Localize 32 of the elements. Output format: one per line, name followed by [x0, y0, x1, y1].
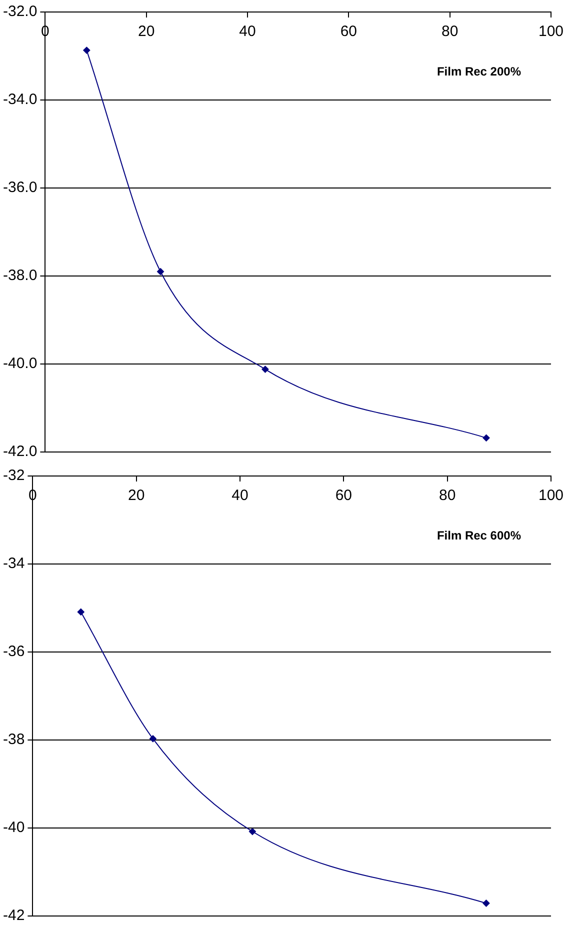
point [83, 46, 90, 54]
point [157, 268, 164, 276]
y-tick-label: -34 [2, 555, 25, 572]
point [482, 434, 490, 442]
y-tick-label: -38 [2, 731, 25, 748]
x-tick-label: 40 [239, 23, 256, 40]
y-tick-label: -42.0 [2, 443, 38, 460]
y-tick-label: -38.0 [2, 267, 38, 284]
x-tick-label: 20 [138, 23, 155, 40]
y-tick-label: -32.0 [2, 3, 38, 20]
y-tick-label: -40.0 [2, 355, 38, 372]
y-tick-label: -40 [2, 819, 25, 836]
x-tick-label: 20 [128, 487, 145, 504]
y-tick-label: -36 [2, 643, 25, 660]
y-tick-label: -42 [2, 907, 25, 924]
y-tick-label: -36.0 [2, 179, 38, 196]
x-tick-label: 100 [538, 487, 564, 504]
x-tick-label: 40 [232, 487, 248, 504]
point [262, 366, 269, 373]
point [149, 735, 156, 742]
point [248, 828, 256, 836]
point [77, 608, 84, 616]
point [482, 900, 490, 907]
text: Film Rec 200% [436, 64, 522, 78]
x-tick-label: 100 [538, 23, 564, 40]
x-tick-label: 60 [340, 23, 358, 40]
x-tick-label: 80 [438, 487, 456, 504]
x-tick-label: 60 [335, 487, 352, 504]
y-tick-label: -32 [2, 467, 25, 484]
text: Film Rec 600% [436, 528, 522, 542]
y-tick-label: -34.0 [2, 91, 38, 108]
x-tick-label: 80 [441, 23, 458, 40]
